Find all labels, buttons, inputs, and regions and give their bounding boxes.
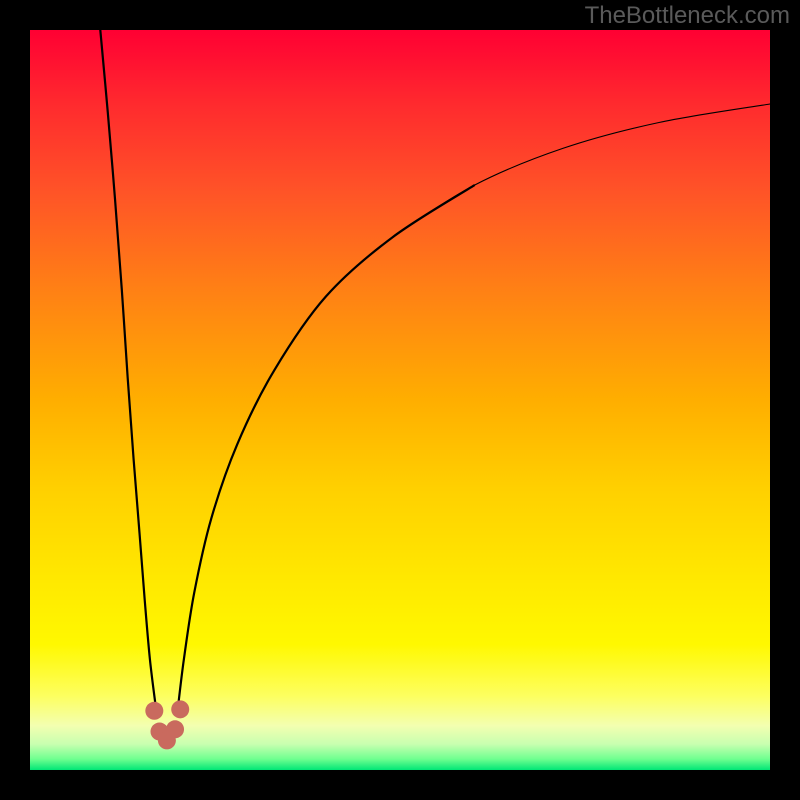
dip-marker [166, 720, 184, 738]
dip-marker [171, 700, 189, 718]
chart-frame: TheBottleneck.com [0, 0, 800, 800]
dip-marker [145, 702, 163, 720]
curve-left-branch [100, 30, 156, 707]
curve-right-branch [178, 185, 474, 707]
watermark-text: TheBottleneck.com [585, 2, 790, 30]
plot-area [30, 30, 770, 770]
curve-layer [30, 30, 770, 770]
curve-right-tail [393, 104, 770, 237]
